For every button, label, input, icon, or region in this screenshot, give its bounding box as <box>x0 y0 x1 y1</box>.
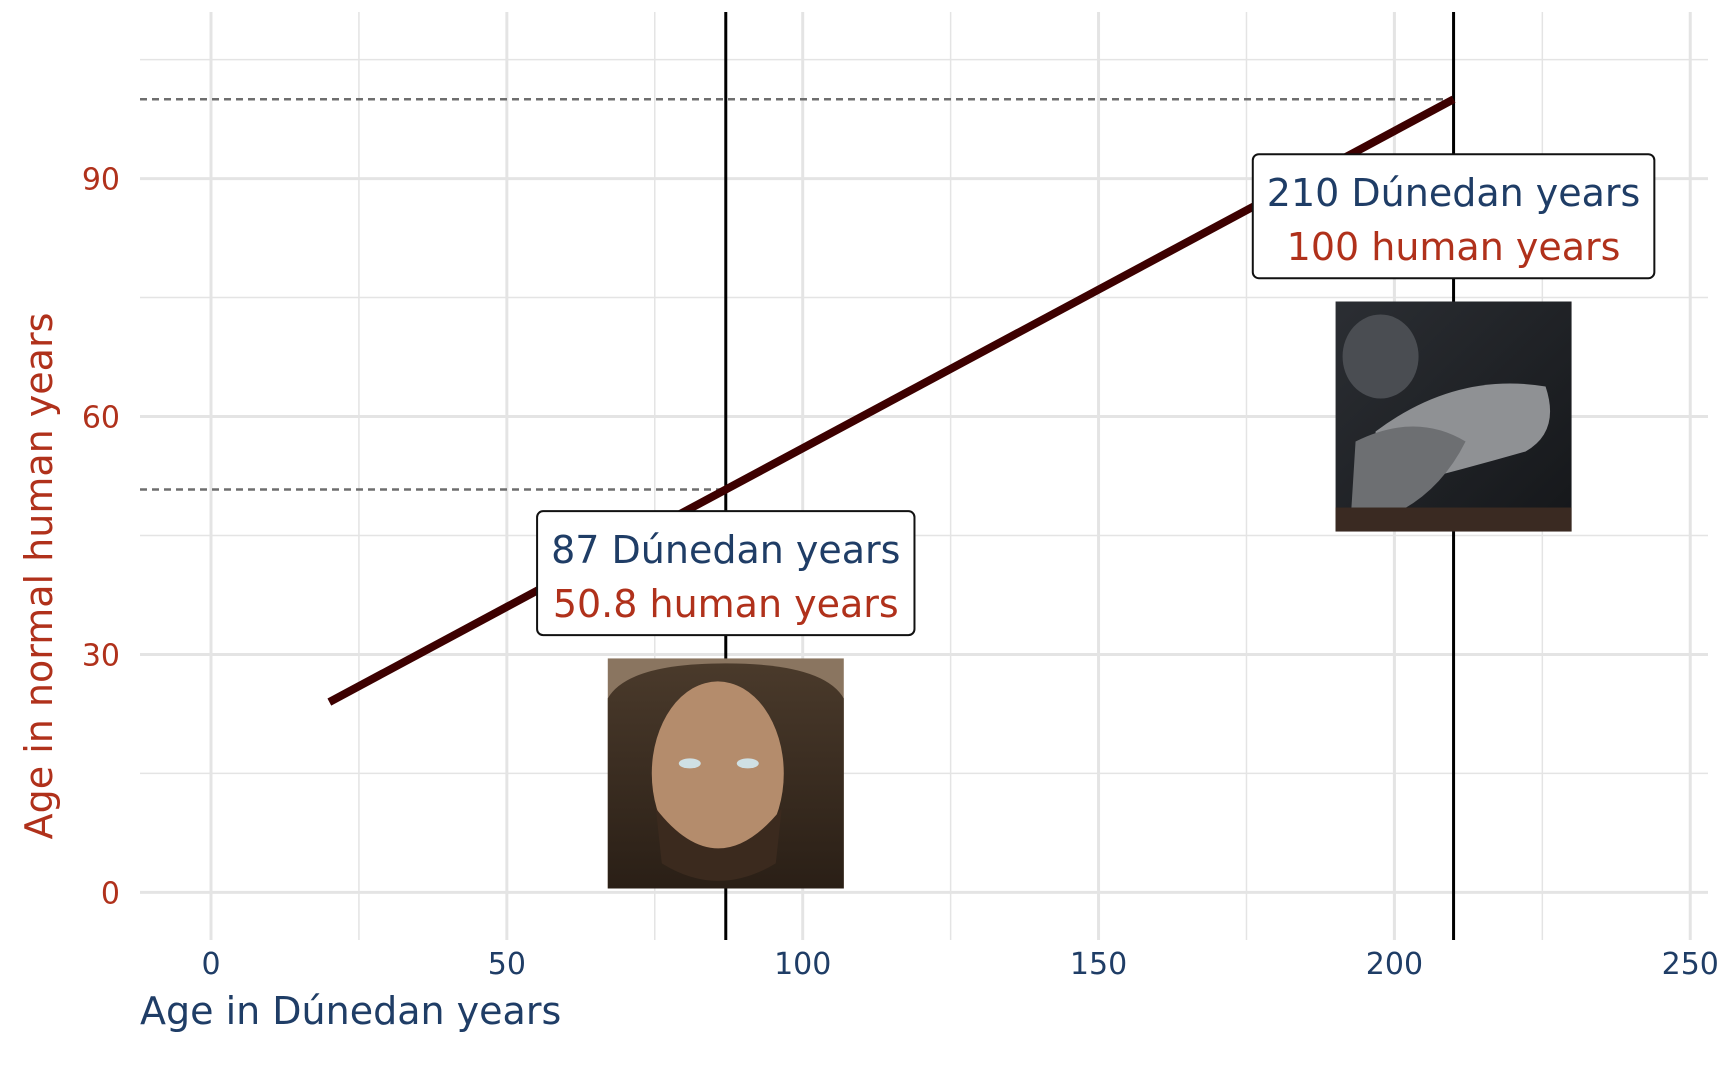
x-tick-labels: 0 50 100 150 200 250 <box>201 947 1718 982</box>
annotation-box <box>536 510 916 637</box>
annotation-label: 87 Dúnedan years 50.8 human years <box>536 510 916 637</box>
x-tick-label: 200 <box>1366 947 1423 982</box>
hair-shape <box>1350 426 1466 522</box>
aragorn-deathbed <box>1335 301 1572 532</box>
annotation-label: 210 Dúnedan years 100 human years <box>1251 153 1656 280</box>
aragorn-portrait <box>607 658 844 889</box>
y-tick-labels: 0 30 60 90 <box>82 163 120 912</box>
y-tick-label: 90 <box>82 163 120 198</box>
y-tick-label: 30 <box>82 638 120 673</box>
x-tick-label: 250 <box>1662 947 1719 982</box>
face-shape <box>651 681 784 866</box>
annotation-line1: 210 Dúnedan years <box>1267 171 1641 215</box>
y-axis-title: Age in normal human years <box>17 313 61 840</box>
annotation-line2: 100 human years <box>1287 225 1621 269</box>
x-tick-label: 50 <box>488 947 526 982</box>
pictures <box>607 301 1572 889</box>
figure-shape <box>1342 314 1419 399</box>
annotation-line2: 50.8 human years <box>553 582 899 626</box>
guide-lines <box>140 97 1454 491</box>
cushion-shape <box>1335 507 1572 532</box>
x-axis-title: Age in Dúnedan years <box>140 989 561 1033</box>
beard-shape <box>655 808 782 881</box>
y-tick-label: 60 <box>82 401 120 436</box>
eye-shape <box>678 758 701 769</box>
eye-shape <box>736 758 759 769</box>
y-tick-label: 0 <box>101 876 120 911</box>
annotation-labels: 87 Dúnedan years 50.8 human years 210 Dúne… <box>536 153 1656 637</box>
annotation-line1: 87 Dúnedan years <box>551 528 900 572</box>
annotation-box <box>1251 153 1656 280</box>
x-tick-label: 100 <box>774 947 831 982</box>
x-tick-label: 0 <box>201 947 220 982</box>
x-tick-label: 150 <box>1070 947 1127 982</box>
